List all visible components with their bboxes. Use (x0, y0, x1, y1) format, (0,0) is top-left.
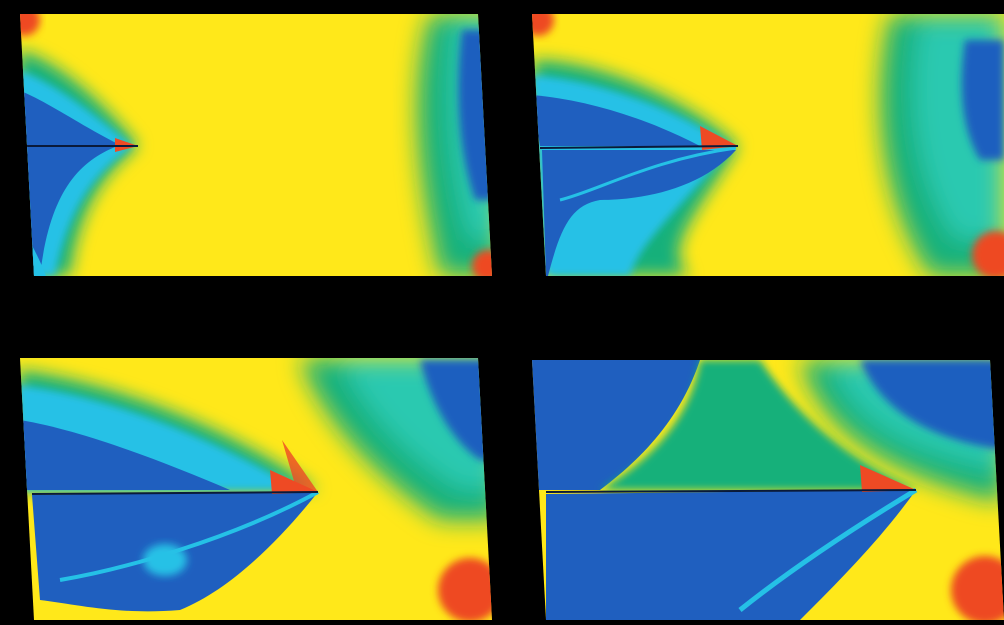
simulation-panel-4 (532, 360, 1004, 620)
simulation-panel-2 (532, 14, 1004, 276)
simulation-panel-3 (20, 358, 492, 620)
simulation-panel-1 (20, 14, 492, 276)
